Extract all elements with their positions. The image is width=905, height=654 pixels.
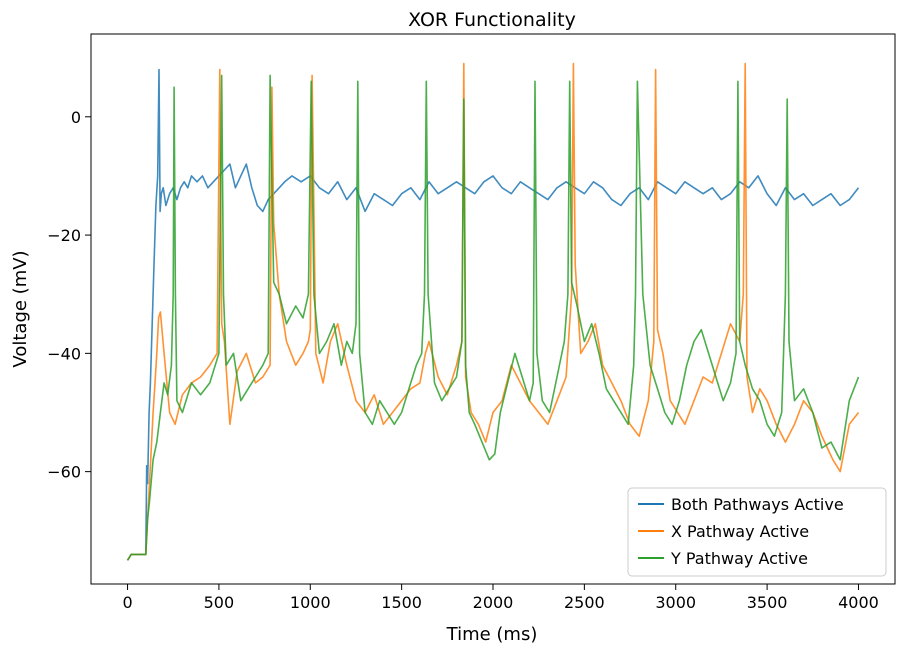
x-tick-label: 0 — [122, 593, 132, 612]
series-line-3 — [126, 74, 860, 561]
legend-label-2: X Pathway Active — [671, 522, 809, 541]
chart-title: XOR Functionality — [408, 9, 576, 31]
y-tick-label: 0 — [71, 108, 81, 127]
x-axis-title: Time (ms) — [446, 624, 538, 645]
series-line-2 — [126, 62, 860, 561]
legend-label-3: Y Pathway Active — [670, 549, 808, 568]
x-tick-label: 4000 — [838, 593, 879, 612]
x-tick-label: 2000 — [473, 593, 514, 612]
legend-box — [627, 487, 887, 577]
x-tick-label: 500 — [204, 593, 235, 612]
legend-label-1: Both Pathways Active — [671, 495, 844, 514]
y-tick-label: −20 — [47, 226, 81, 245]
series-line-1 — [126, 68, 860, 561]
x-tick-label: 1500 — [381, 593, 422, 612]
legend: Both Pathways Active X Pathway Active Y Pa… — [627, 487, 887, 577]
y-tick-label: −40 — [47, 344, 81, 363]
x-tick-label: 3500 — [747, 593, 788, 612]
y-tick-label: −60 — [47, 463, 81, 482]
legend-entries: Both Pathways Active X Pathway Active Y Pa… — [638, 495, 844, 568]
x-tick-label: 3000 — [655, 593, 696, 612]
x-tick-label: 1000 — [290, 593, 331, 612]
series-layer — [126, 62, 860, 561]
x-tick-label: 2500 — [564, 593, 605, 612]
x-axis-ticks: 0 500 1000 1500 2000 2500 3000 3500 4000 — [122, 584, 879, 612]
y-axis-ticks: −60 −40 −20 0 — [47, 108, 91, 482]
y-axis-title: Voltage (mV) — [10, 250, 31, 367]
